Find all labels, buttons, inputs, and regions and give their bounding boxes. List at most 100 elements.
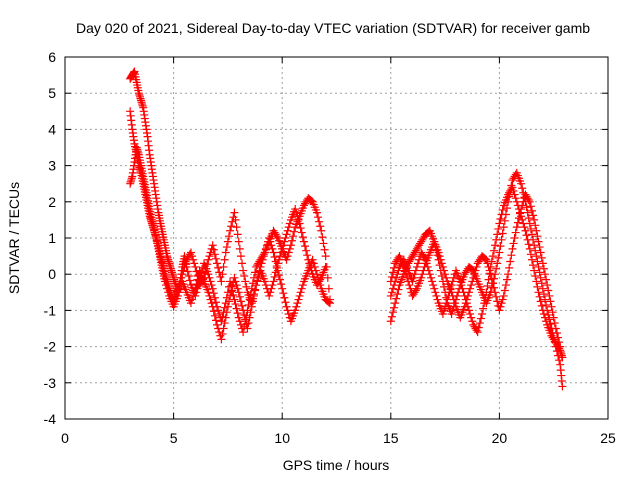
data-point — [207, 299, 216, 308]
data-point — [509, 239, 518, 248]
data-point — [413, 259, 422, 268]
data-point — [552, 329, 561, 338]
data-point — [278, 244, 287, 253]
data-point — [541, 313, 550, 322]
data-point — [418, 270, 427, 279]
data-point — [220, 319, 229, 328]
data-point — [483, 259, 492, 268]
data-point — [210, 293, 219, 302]
data-point — [522, 203, 531, 212]
data-point — [297, 284, 306, 293]
data-point — [239, 266, 248, 275]
data-point — [282, 230, 291, 239]
data-point — [525, 244, 534, 253]
data-point — [234, 288, 243, 297]
data-point — [234, 237, 243, 246]
data-point — [175, 288, 184, 297]
data-point — [497, 210, 506, 219]
data-point — [270, 272, 279, 281]
data-point — [286, 241, 295, 250]
series-trace-f — [386, 190, 565, 351]
data-point — [473, 328, 482, 337]
data-point — [386, 291, 395, 300]
data-point — [319, 239, 328, 248]
data-point — [213, 259, 222, 268]
data-point — [312, 208, 321, 217]
data-point — [284, 223, 293, 232]
data-point — [324, 284, 333, 293]
data-point — [426, 273, 435, 282]
data-point — [243, 324, 252, 333]
data-point — [298, 233, 307, 242]
data-point — [223, 237, 232, 246]
data-point — [536, 297, 545, 306]
data-point — [219, 262, 228, 271]
data-point — [246, 308, 255, 317]
data-point — [204, 288, 213, 297]
data-point — [496, 302, 505, 311]
data-point — [539, 310, 548, 319]
y-tick-label: 3 — [48, 158, 56, 174]
data-point — [233, 284, 242, 293]
data-point — [163, 284, 172, 293]
data-point — [235, 244, 244, 253]
data-point — [386, 277, 395, 286]
data-point — [316, 275, 325, 284]
data-point — [285, 244, 294, 253]
data-point — [402, 270, 411, 279]
data-point — [184, 272, 193, 281]
data-point — [535, 243, 544, 252]
data-point — [268, 244, 277, 253]
data-point — [298, 281, 307, 290]
data-point — [224, 232, 233, 241]
data-point — [217, 277, 226, 286]
data-point — [447, 310, 456, 319]
data-point — [499, 291, 508, 300]
data-point — [428, 277, 437, 286]
data-point — [400, 266, 409, 275]
data-point — [523, 235, 532, 244]
y-tick-label: 4 — [48, 121, 56, 137]
data-point — [508, 244, 517, 253]
data-point — [430, 284, 439, 293]
x-tick-label: 20 — [492, 430, 508, 446]
data-point — [558, 382, 567, 391]
data-point — [534, 237, 543, 246]
data-point — [492, 264, 501, 273]
data-point — [245, 313, 254, 322]
data-point — [287, 236, 296, 245]
data-point — [266, 288, 275, 297]
data-point — [183, 267, 192, 276]
x-tick-label: 10 — [274, 430, 290, 446]
data-point — [543, 281, 552, 290]
data-point — [387, 272, 396, 281]
data-point — [530, 215, 539, 224]
data-point — [230, 273, 239, 282]
data-point — [410, 270, 419, 279]
data-point — [388, 308, 397, 317]
data-point — [495, 248, 504, 257]
data-point — [278, 284, 287, 293]
data-point — [315, 217, 324, 226]
data-point — [518, 184, 527, 193]
grid — [65, 57, 608, 419]
data-point — [542, 300, 551, 309]
data-point — [257, 259, 266, 268]
data-point — [239, 306, 248, 315]
data-point — [442, 273, 451, 282]
data-point — [467, 313, 476, 322]
data-point — [481, 254, 490, 263]
data-point — [392, 273, 401, 282]
data-point — [271, 268, 280, 277]
data-point — [202, 264, 211, 273]
data-point — [291, 205, 300, 214]
data-point — [317, 226, 326, 235]
data-point — [213, 320, 222, 329]
data-point — [504, 270, 513, 279]
data-point — [485, 266, 494, 275]
data-point — [186, 299, 195, 308]
y-axis-label: SDTVAR / TECUs — [6, 182, 22, 294]
data-point — [240, 310, 249, 319]
data-point — [325, 299, 334, 308]
